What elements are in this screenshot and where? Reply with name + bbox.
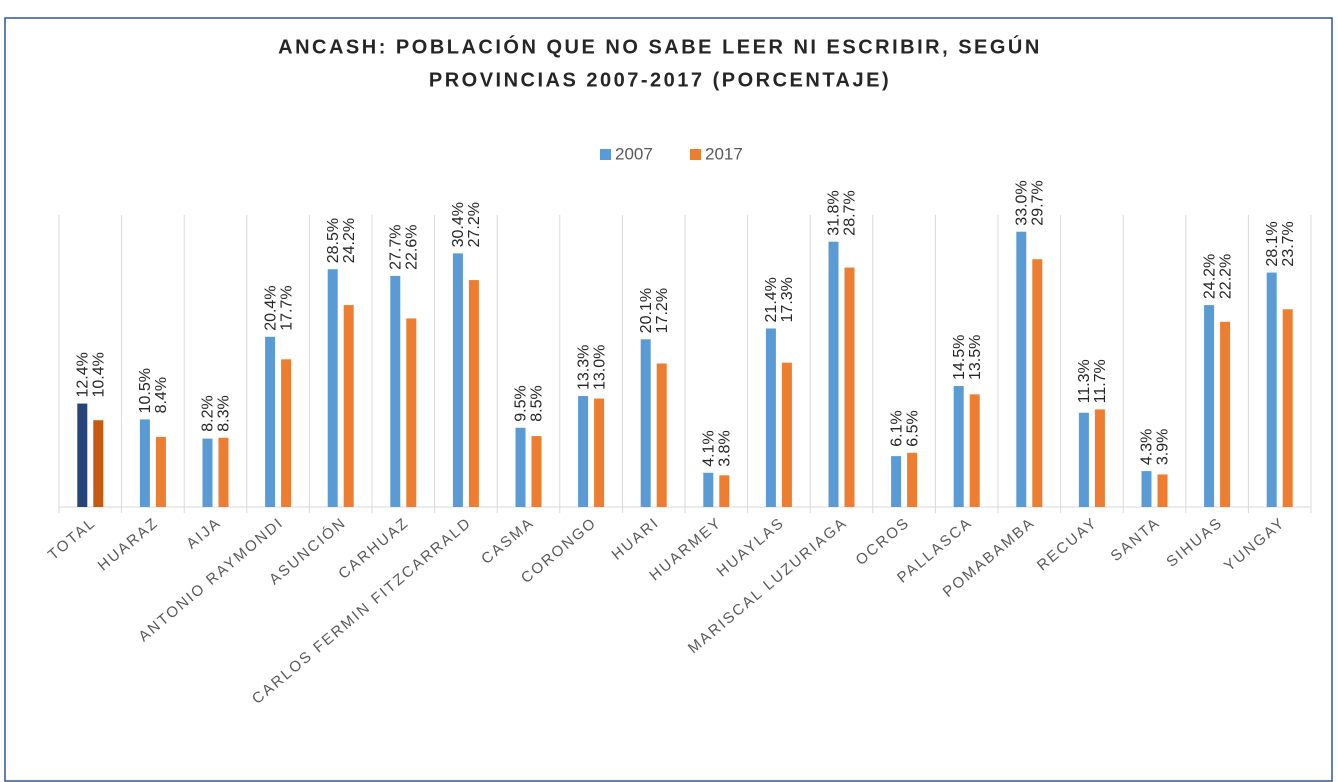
legend-swatch bbox=[690, 149, 701, 160]
bar bbox=[1266, 272, 1277, 507]
x-tick-label: CARLOS FERMIN FITZCARRALD bbox=[249, 514, 475, 708]
bar bbox=[281, 359, 292, 507]
value-label: 28.1% bbox=[1264, 221, 1281, 266]
bar bbox=[578, 396, 589, 507]
value-label: 27.2% bbox=[466, 202, 483, 247]
value-label: 23.7% bbox=[1280, 221, 1297, 266]
value-label: 13.5% bbox=[967, 335, 984, 380]
value-label: 17.7% bbox=[278, 285, 295, 330]
bar bbox=[77, 403, 88, 507]
x-tick-label: AIJA bbox=[183, 514, 224, 553]
value-label: 24.2% bbox=[1201, 254, 1218, 299]
bar bbox=[155, 436, 166, 507]
bar bbox=[390, 275, 401, 507]
bar bbox=[969, 394, 980, 507]
value-label: 13.3% bbox=[575, 345, 592, 390]
x-tick-label: RECUAY bbox=[1034, 514, 1101, 574]
bar bbox=[1141, 471, 1152, 507]
value-label: 8.4% bbox=[153, 377, 170, 413]
bar bbox=[202, 438, 213, 507]
value-label: 17.2% bbox=[654, 288, 671, 333]
bar bbox=[515, 427, 526, 507]
legend-label: 2017 bbox=[705, 144, 743, 163]
value-label: 8.2% bbox=[200, 395, 217, 431]
value-label: 4.3% bbox=[1139, 429, 1156, 465]
x-tick-label: SIHUAS bbox=[1163, 514, 1226, 571]
bar bbox=[327, 269, 338, 507]
bar bbox=[828, 241, 839, 507]
value-label: 10.4% bbox=[91, 352, 108, 397]
chart-title: ANCASH: POBLACIÓN QUE NO SABE LEER NI ES… bbox=[278, 34, 1042, 58]
bar bbox=[1016, 231, 1027, 507]
value-label: 3.9% bbox=[1155, 429, 1172, 465]
bar bbox=[218, 437, 229, 507]
value-label: 8.5% bbox=[529, 385, 546, 421]
value-label: 22.2% bbox=[1217, 254, 1234, 299]
legend-label: 2007 bbox=[615, 144, 653, 163]
value-label: 9.5% bbox=[513, 385, 530, 421]
bar bbox=[1094, 409, 1105, 507]
bar bbox=[343, 305, 354, 507]
value-label: 3.8% bbox=[717, 430, 734, 466]
value-label: 28.5% bbox=[325, 218, 342, 263]
bar bbox=[656, 363, 667, 507]
bar bbox=[891, 456, 902, 507]
bar bbox=[1220, 321, 1231, 507]
value-label: 13.0% bbox=[591, 345, 608, 390]
value-label: 33.0% bbox=[1014, 180, 1031, 225]
value-label: 22.6% bbox=[404, 225, 421, 270]
bar bbox=[703, 472, 714, 507]
bar bbox=[452, 253, 463, 507]
chart-border bbox=[4, 17, 1333, 782]
value-label: 10.5% bbox=[137, 368, 154, 413]
value-label: 20.4% bbox=[262, 285, 279, 330]
bar bbox=[265, 336, 276, 507]
bar bbox=[844, 267, 855, 507]
value-label: 30.4% bbox=[450, 202, 467, 247]
bar bbox=[468, 280, 479, 507]
value-label: 6.1% bbox=[888, 410, 905, 446]
value-label: 8.3% bbox=[216, 395, 233, 431]
value-label: 11.7% bbox=[1092, 359, 1109, 403]
bar bbox=[953, 386, 964, 507]
x-tick-label: OCROS bbox=[852, 514, 913, 569]
bar bbox=[139, 419, 150, 507]
bar bbox=[765, 328, 776, 507]
value-label: 21.4% bbox=[763, 277, 780, 322]
bar bbox=[531, 436, 542, 507]
bar bbox=[781, 362, 792, 507]
bar bbox=[594, 398, 605, 507]
x-tick-label: TOTAL bbox=[45, 514, 100, 564]
value-label: 29.7% bbox=[1030, 180, 1047, 225]
bar bbox=[1032, 259, 1043, 507]
bar bbox=[1078, 412, 1089, 507]
value-label: 14.5% bbox=[951, 335, 968, 380]
bar bbox=[1204, 305, 1215, 507]
legend-swatch bbox=[600, 149, 611, 160]
x-tick-label: HUARAZ bbox=[95, 514, 162, 574]
value-label: 28.7% bbox=[842, 190, 859, 235]
value-label: 4.1% bbox=[701, 430, 718, 466]
chart-title: PROVINCIAS 2007-2017 (PORCENTAJE) bbox=[429, 69, 891, 91]
bar bbox=[640, 339, 651, 507]
value-label: 24.2% bbox=[341, 218, 358, 263]
value-label: 17.3% bbox=[779, 277, 796, 322]
x-tick-label: SANTA bbox=[1108, 514, 1164, 565]
x-tick-label: HUARI bbox=[608, 514, 662, 563]
bar bbox=[907, 452, 918, 507]
value-label: 20.1% bbox=[638, 288, 655, 333]
x-tick-label: YUNGAY bbox=[1221, 514, 1289, 575]
x-tick-label: CASMA bbox=[478, 514, 537, 568]
value-label: 27.7% bbox=[388, 225, 405, 270]
bar bbox=[93, 420, 104, 507]
bar bbox=[1157, 474, 1168, 507]
value-label: 12.4% bbox=[75, 352, 92, 397]
bar bbox=[719, 475, 730, 507]
bar bbox=[406, 318, 417, 507]
value-label: 6.5% bbox=[904, 410, 921, 446]
value-label: 31.8% bbox=[826, 190, 843, 235]
bar bbox=[1282, 309, 1293, 507]
value-label: 11.3% bbox=[1076, 359, 1093, 403]
